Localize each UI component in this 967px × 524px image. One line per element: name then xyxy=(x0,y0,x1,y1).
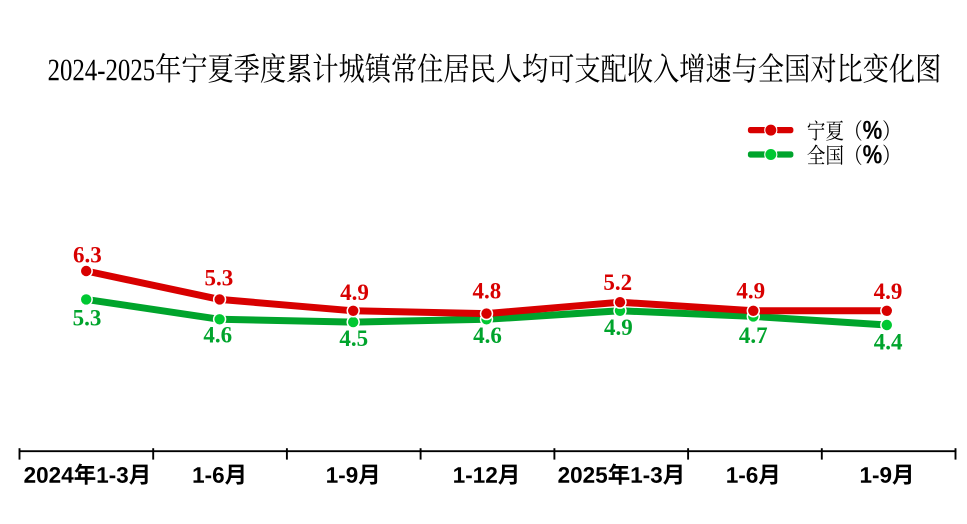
svg-text:4.8: 4.8 xyxy=(473,279,502,304)
svg-text:4.7: 4.7 xyxy=(739,323,768,348)
svg-text:4.9: 4.9 xyxy=(736,279,765,304)
svg-text:5.3: 5.3 xyxy=(73,306,102,331)
svg-text:4.6: 4.6 xyxy=(473,323,502,348)
svg-text:4.6: 4.6 xyxy=(203,322,232,347)
svg-text:4.9: 4.9 xyxy=(874,279,903,304)
svg-text:4.4: 4.4 xyxy=(874,329,903,354)
svg-text:4.5: 4.5 xyxy=(339,326,368,351)
svg-text:4.9: 4.9 xyxy=(604,315,633,340)
svg-text:5.2: 5.2 xyxy=(603,270,632,295)
svg-text:6.3: 6.3 xyxy=(73,242,102,267)
svg-text:4.9: 4.9 xyxy=(340,280,369,305)
svg-text:5.3: 5.3 xyxy=(205,265,234,290)
